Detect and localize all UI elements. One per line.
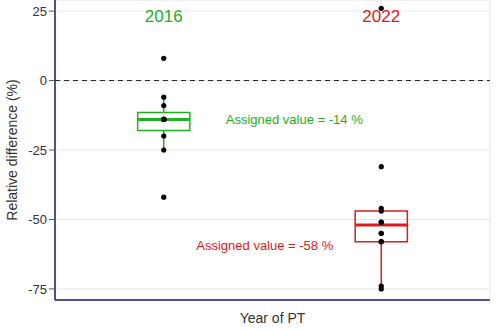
svg-text:2022: 2022 bbox=[362, 7, 400, 26]
svg-text:-50: -50 bbox=[28, 212, 47, 227]
svg-text:0: 0 bbox=[40, 73, 47, 88]
svg-text:Assigned value = -58 %: Assigned value = -58 % bbox=[196, 238, 333, 253]
svg-text:Year of PT: Year of PT bbox=[240, 310, 306, 326]
svg-text:Relative difference (%): Relative difference (%) bbox=[8, 79, 20, 220]
svg-text:-75: -75 bbox=[28, 282, 47, 297]
svg-text:25: 25 bbox=[33, 4, 47, 19]
svg-text:-25: -25 bbox=[28, 143, 47, 158]
svg-text:Assigned value = -14 %: Assigned value = -14 % bbox=[226, 112, 363, 127]
svg-text:2016: 2016 bbox=[145, 7, 183, 26]
